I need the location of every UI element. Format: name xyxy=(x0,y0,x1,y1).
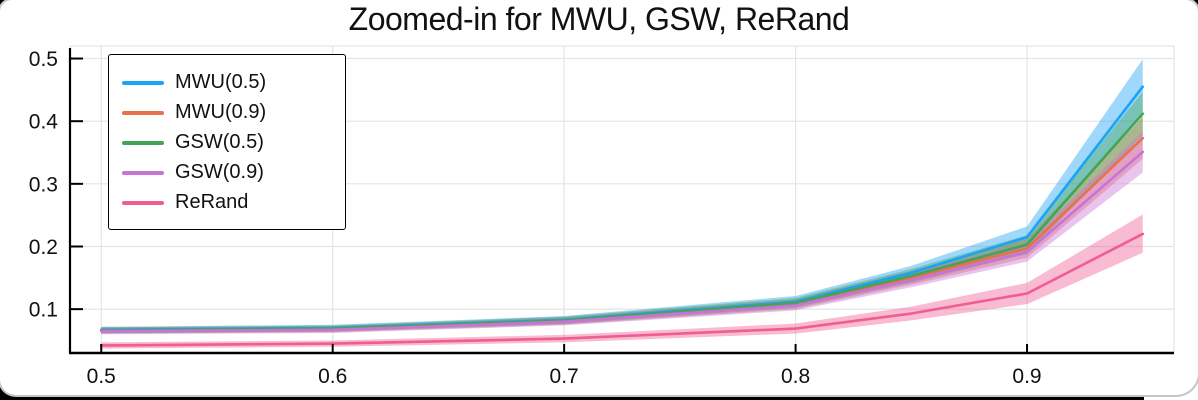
legend-item-GSW(0.5): GSW(0.5) xyxy=(109,128,345,158)
legend-swatch-line xyxy=(122,141,164,145)
legend-item-MWU(0.9): MWU(0.9) xyxy=(109,98,345,128)
legend-swatch-line xyxy=(122,111,164,115)
ribbon-ReRand xyxy=(101,214,1143,349)
y-tick-label: 0.2 xyxy=(29,236,58,259)
legend-swatch-line xyxy=(122,201,164,205)
y-tick-label: 0.5 xyxy=(29,48,58,71)
legend-swatch-line xyxy=(122,171,164,175)
legend-item-MWU(0.5): MWU(0.5) xyxy=(109,68,345,98)
x-tick-label: 0.9 xyxy=(1012,365,1041,388)
x-tick-label: 0.8 xyxy=(781,365,810,388)
x-tick-label: 0.6 xyxy=(318,365,347,388)
x-tick-label: 0.5 xyxy=(87,365,116,388)
y-tick-label: 0.3 xyxy=(29,173,58,196)
legend-label: MWU(0.9) xyxy=(175,101,267,123)
legend-swatch-line xyxy=(122,81,164,85)
legend-label: GSW(0.5) xyxy=(175,131,264,153)
line-ReRand xyxy=(99,232,1145,347)
legend-item-ReRand: ReRand xyxy=(109,188,345,218)
y-tick-label: 0.1 xyxy=(29,299,58,322)
x-tick-label: 0.7 xyxy=(550,365,579,388)
legend-label: GSW(0.9) xyxy=(175,161,264,183)
legend-box: MWU(0.5) MWU(0.9) GSW(0.5) GSW(0.9) ReRand xyxy=(108,54,346,230)
legend-label: ReRand xyxy=(175,191,249,213)
line-GSW(0.9) xyxy=(99,150,1145,333)
legend-item-GSW(0.9): GSW(0.9) xyxy=(109,158,345,188)
y-tick-label: 0.4 xyxy=(29,111,59,134)
chart-title: Zoomed-in for MWU, GSW, ReRand xyxy=(348,1,850,37)
legend-label: MWU(0.5) xyxy=(175,71,267,93)
